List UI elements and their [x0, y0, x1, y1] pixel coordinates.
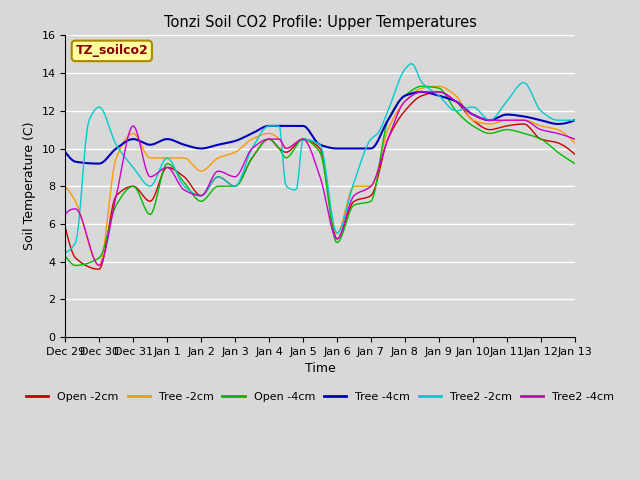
- Tree -2cm: [375, 163, 383, 168]
- Line: Tree -2cm: Tree -2cm: [65, 86, 575, 265]
- Tree2 -2cm: [363, 143, 371, 149]
- Line: Open -2cm: Open -2cm: [65, 92, 575, 269]
- Open -2cm: [367, 193, 374, 199]
- Open -4cm: [571, 161, 579, 167]
- Line: Open -4cm: Open -4cm: [65, 86, 575, 265]
- Tree2 -4cm: [367, 184, 374, 190]
- Tree2 -2cm: [571, 117, 579, 123]
- X-axis label: Time: Time: [305, 362, 335, 375]
- Open -4cm: [63, 255, 71, 261]
- Tree2 -4cm: [63, 209, 71, 215]
- Open -2cm: [527, 126, 534, 132]
- Tree2 -4cm: [571, 136, 579, 142]
- Open -4cm: [367, 199, 374, 204]
- Tree -2cm: [95, 263, 103, 268]
- Open -4cm: [375, 166, 383, 172]
- Tree -2cm: [365, 183, 372, 189]
- Line: Tree2 -2cm: Tree2 -2cm: [65, 64, 575, 252]
- Tree2 -2cm: [63, 249, 71, 255]
- Tree2 -4cm: [419, 89, 427, 95]
- Open -2cm: [435, 89, 442, 95]
- Tree -2cm: [61, 183, 69, 189]
- Open -4cm: [365, 199, 372, 205]
- Tree -4cm: [367, 145, 374, 151]
- Tree -2cm: [571, 140, 579, 146]
- Open -2cm: [61, 225, 69, 230]
- Open -4cm: [72, 263, 79, 268]
- Legend: Open -2cm, Tree -2cm, Open -4cm, Tree -4cm, Tree2 -2cm, Tree2 -4cm: Open -2cm, Tree -2cm, Open -4cm, Tree -4…: [22, 388, 618, 407]
- Line: Tree2 -4cm: Tree2 -4cm: [65, 92, 575, 265]
- Open -2cm: [95, 266, 103, 272]
- Tree2 -4cm: [61, 212, 69, 217]
- Tree -4cm: [61, 149, 69, 155]
- Tree2 -4cm: [365, 185, 372, 191]
- Tree2 -4cm: [375, 165, 383, 171]
- Open -2cm: [63, 231, 71, 237]
- Tree2 -2cm: [61, 249, 69, 255]
- Tree -4cm: [494, 115, 502, 120]
- Open -2cm: [365, 194, 372, 200]
- Open -2cm: [571, 151, 579, 157]
- Tree -2cm: [435, 84, 442, 89]
- Open -4cm: [419, 84, 427, 89]
- Open -4cm: [61, 253, 69, 259]
- Line: Tree -4cm: Tree -4cm: [65, 92, 575, 164]
- Tree2 -2cm: [365, 140, 372, 145]
- Tree2 -2cm: [407, 61, 415, 67]
- Tree -2cm: [527, 119, 534, 125]
- Tree2 -4cm: [95, 263, 103, 268]
- Y-axis label: Soil Temperature (C): Soil Temperature (C): [23, 122, 36, 251]
- Tree -4cm: [63, 152, 71, 157]
- Tree -4cm: [417, 89, 425, 95]
- Open -4cm: [494, 129, 502, 134]
- Tree -2cm: [494, 120, 502, 125]
- Tree -4cm: [375, 136, 383, 142]
- Open -2cm: [494, 125, 502, 131]
- Text: TZ_soilco2: TZ_soilco2: [76, 44, 148, 58]
- Tree -4cm: [527, 115, 534, 120]
- Title: Tonzi Soil CO2 Profile: Upper Temperatures: Tonzi Soil CO2 Profile: Upper Temperatur…: [164, 15, 476, 30]
- Tree2 -2cm: [373, 131, 381, 137]
- Open -2cm: [375, 171, 383, 177]
- Tree2 -2cm: [493, 113, 500, 119]
- Tree -4cm: [365, 145, 372, 151]
- Tree -4cm: [571, 117, 579, 123]
- Tree2 -4cm: [527, 120, 534, 126]
- Tree2 -4cm: [494, 117, 502, 123]
- Tree2 -2cm: [525, 84, 532, 90]
- Tree -2cm: [367, 183, 374, 189]
- Tree -2cm: [63, 185, 71, 191]
- Tree -4cm: [95, 161, 103, 167]
- Open -4cm: [527, 132, 534, 138]
